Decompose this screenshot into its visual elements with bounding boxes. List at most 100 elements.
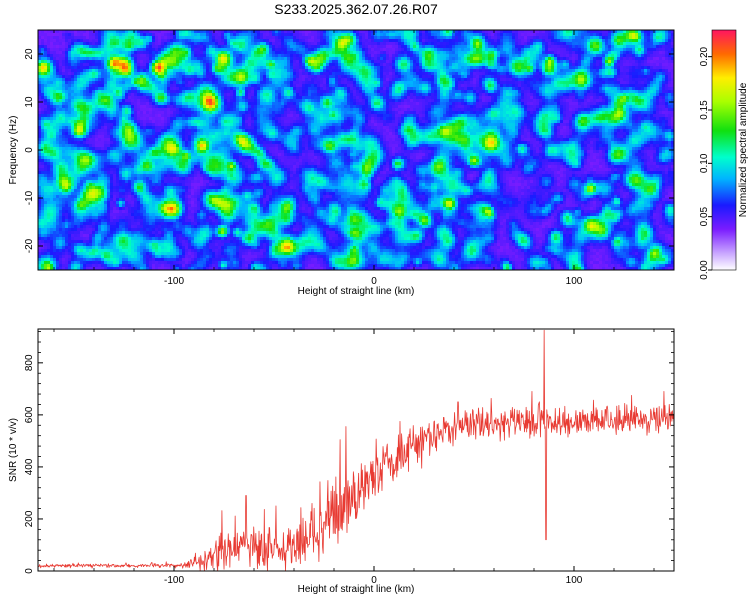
heatmap-cell: [464, 87, 468, 91]
heatmap-cell: [644, 51, 648, 55]
heatmap-cell: [134, 84, 138, 88]
heatmap-cell: [161, 66, 165, 70]
heatmap-cell: [155, 63, 159, 67]
heatmap-cell: [284, 84, 288, 88]
heatmap-cell: [530, 45, 534, 49]
heatmap-cell: [452, 93, 456, 97]
heatmap-cell: [134, 93, 138, 97]
heatmap-cell: [578, 63, 582, 67]
heatmap-cell: [212, 57, 216, 61]
heatmap-cell: [233, 96, 237, 100]
heatmap-cell: [512, 30, 516, 34]
heatmap-cell: [404, 60, 408, 64]
heatmap-cell: [461, 51, 465, 55]
heatmap-cell: [485, 57, 489, 61]
heatmap-cell: [59, 39, 63, 43]
heatmap-cell: [143, 30, 147, 34]
heatmap-cell: [509, 54, 513, 58]
heatmap-cell: [449, 81, 453, 85]
heatmap-cell: [116, 33, 120, 37]
heatmap-cell: [668, 75, 672, 79]
heatmap-cell: [665, 87, 669, 91]
heatmap-cell: [86, 93, 90, 97]
heatmap-cell: [191, 99, 195, 103]
heatmap-cell: [380, 51, 384, 55]
heatmap-cell: [206, 69, 210, 73]
heatmap-cell: [152, 36, 156, 40]
heatmap-cell: [230, 69, 234, 73]
heatmap-cell: [347, 42, 351, 46]
heatmap-cell: [380, 81, 384, 85]
heatmap-cell: [578, 75, 582, 79]
heatmap-cell: [155, 81, 159, 85]
heatmap-cell: [122, 48, 126, 52]
heatmap-cell: [86, 39, 90, 43]
heatmap-cell: [287, 96, 291, 100]
heatmap-cell: [185, 90, 189, 94]
heatmap-cell: [419, 90, 423, 94]
heatmap-cell: [659, 72, 663, 76]
heatmap-cell: [422, 66, 426, 70]
heatmap-cell: [374, 66, 378, 70]
heatmap-cell: [68, 84, 72, 88]
heatmap-cell: [497, 48, 501, 52]
heatmap-cell: [485, 87, 489, 91]
heatmap-cell: [320, 99, 324, 103]
heatmap-cell: [176, 36, 180, 40]
heatmap-cell: [539, 36, 543, 40]
heatmap-cell: [197, 51, 201, 55]
heatmap-cell: [662, 36, 666, 40]
heatmap-cell: [422, 78, 426, 82]
heatmap-cell: [65, 48, 69, 52]
heatmap-cell: [341, 54, 345, 58]
heatmap-cell: [41, 84, 45, 88]
heatmap-cell: [125, 57, 129, 61]
heatmap-cell: [437, 72, 441, 76]
heatmap-cell: [131, 54, 135, 58]
heatmap-cell: [395, 84, 399, 88]
heatmap-cell: [194, 51, 198, 55]
heatmap-cell: [143, 87, 147, 91]
heatmap-cell: [605, 42, 609, 46]
heatmap-cell: [371, 75, 375, 79]
heatmap-cell: [221, 60, 225, 64]
heatmap-cell: [404, 81, 408, 85]
heatmap-cell: [320, 45, 324, 49]
heatmap-cell: [419, 72, 423, 76]
heatmap-cell: [620, 42, 624, 46]
heatmap-cell: [122, 93, 126, 97]
heatmap-cell: [314, 84, 318, 88]
heatmap-cell: [461, 75, 465, 79]
heatmap-cell: [503, 42, 507, 46]
heatmap-cell: [614, 42, 618, 46]
heatmap-cell: [497, 69, 501, 73]
heatmap-cell: [668, 84, 672, 88]
heatmap-cell: [488, 42, 492, 46]
heatmap-cell: [59, 84, 63, 88]
heatmap-cell: [338, 90, 342, 94]
heatmap-cell: [209, 63, 213, 67]
heatmap-cell: [326, 81, 330, 85]
heatmap-cell: [503, 96, 507, 100]
heatmap-cell: [425, 72, 429, 76]
heatmap-cell: [293, 57, 297, 61]
heatmap-cell: [119, 60, 123, 64]
heatmap-cell: [518, 54, 522, 58]
heatmap-cell: [500, 93, 504, 97]
heatmap-cell: [629, 87, 633, 91]
heatmap-cell: [533, 39, 537, 43]
heatmap-cell: [251, 57, 255, 61]
heatmap-cell: [167, 93, 171, 97]
heatmap-cell: [599, 42, 603, 46]
heatmap-cell: [254, 45, 258, 49]
heatmap-cell: [131, 75, 135, 79]
heatmap-cell: [170, 78, 174, 82]
heatmap-cell: [497, 57, 501, 61]
heatmap-cell: [200, 57, 204, 61]
heatmap-cell: [155, 57, 159, 61]
heatmap-cell: [224, 78, 228, 82]
heatmap-cell: [350, 63, 354, 67]
heatmap-cell: [68, 99, 72, 103]
heatmap-cell: [458, 51, 462, 55]
heatmap-cell: [218, 84, 222, 88]
